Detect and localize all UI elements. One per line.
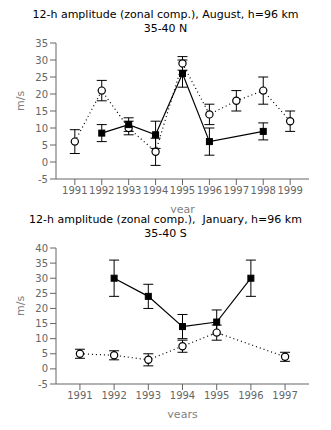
svg-text:m/s: m/s: [14, 91, 27, 111]
svg-text:1997: 1997: [272, 390, 297, 401]
svg-text:1995: 1995: [204, 390, 229, 401]
svg-text:15: 15: [35, 318, 48, 329]
svg-text:1996: 1996: [238, 390, 263, 401]
html-text:35-40 S: 35-40 S: [144, 227, 187, 240]
svg-text:10: 10: [35, 333, 48, 344]
svg-text:25: 25: [35, 72, 48, 83]
svg-text:1991: 1991: [67, 390, 92, 401]
svg-text:40: 40: [35, 243, 48, 254]
svg-text:year: year: [170, 203, 195, 213]
html-text:12-h amplitude (zonal comp.),: 12-h amplitude (zonal comp.), January, h…: [29, 213, 302, 226]
svg-text:20: 20: [35, 89, 48, 100]
svg-text:5: 5: [42, 140, 48, 151]
svg-text:1992: 1992: [89, 185, 114, 196]
svg-text:35: 35: [35, 258, 48, 269]
svg-text:1992: 1992: [101, 390, 126, 401]
svg-text:-5: -5: [38, 379, 48, 390]
svg-text:10: 10: [35, 123, 48, 134]
svg-text:30: 30: [35, 273, 48, 284]
svg-text:years: years: [167, 408, 198, 418]
svg-text:5: 5: [42, 348, 48, 359]
svg-text:1994: 1994: [170, 390, 195, 401]
svg-text:1998: 1998: [251, 185, 276, 196]
svg-text:1996: 1996: [197, 185, 222, 196]
svg-text:1993: 1993: [116, 185, 141, 196]
svg-text:1994: 1994: [143, 185, 168, 196]
svg-text:25: 25: [35, 288, 48, 299]
svg-text:1999: 1999: [277, 185, 302, 196]
html-text:12-h amplitude (zonal comp.),: 12-h amplitude (zonal comp.), August, h=…: [32, 8, 299, 21]
svg-text:1993: 1993: [136, 390, 161, 401]
svg-text:0: 0: [42, 363, 48, 374]
svg-text:30: 30: [35, 55, 48, 66]
svg-text:35: 35: [35, 38, 48, 49]
svg-text:15: 15: [35, 106, 48, 117]
svg-text:1991: 1991: [62, 185, 87, 196]
svg-text:-5: -5: [38, 174, 48, 185]
svg-text:1997: 1997: [224, 185, 249, 196]
svg-text:0: 0: [42, 157, 48, 168]
svg-text:1995: 1995: [170, 185, 195, 196]
html-text:35-40 N: 35-40 N: [143, 22, 188, 35]
svg-text:20: 20: [35, 303, 48, 314]
svg-text:m/s: m/s: [14, 296, 27, 316]
